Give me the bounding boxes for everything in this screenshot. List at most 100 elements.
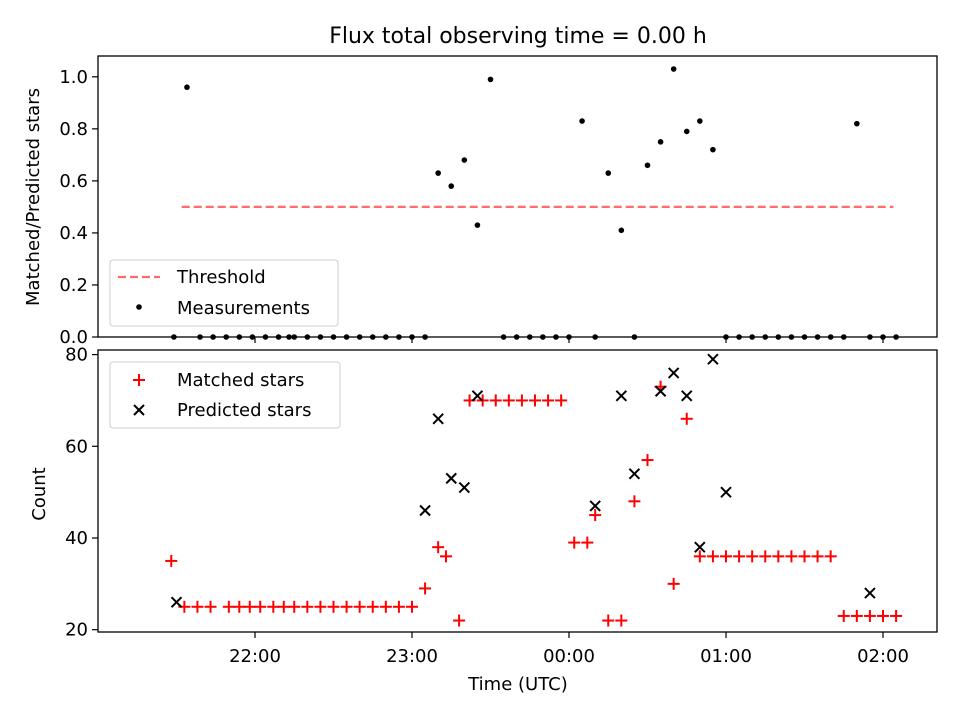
top-y-tick-label: 0.0 xyxy=(59,327,88,348)
measurement-point xyxy=(775,334,782,340)
matched-star-point xyxy=(785,550,798,563)
measurement-point xyxy=(304,334,311,340)
top-x-ticks xyxy=(254,337,884,343)
measurement-point xyxy=(526,334,533,340)
top-y-ticks: 0.0 0.2 0.4 0.6 0.8 1.0 xyxy=(59,67,98,348)
matched-star-point xyxy=(440,550,453,563)
measurement-point xyxy=(513,334,520,340)
top-y-tick-label: 0.8 xyxy=(59,119,88,140)
bottom-y-ticks: 20 40 60 80 xyxy=(65,345,98,641)
top-subplot: 0.0 0.2 0.4 0.6 0.8 1.0 Matched/Predicted sta… xyxy=(23,55,938,348)
measurement-point xyxy=(422,334,428,340)
measurement-point xyxy=(736,334,742,340)
matched-star-point xyxy=(733,550,746,563)
measurement-point xyxy=(801,334,808,340)
measurement-point xyxy=(291,334,298,340)
legend-predicted-swatch xyxy=(133,404,145,416)
predicted-star-point xyxy=(471,390,484,402)
predicted-star-point xyxy=(864,587,876,599)
measurement-point xyxy=(867,334,873,340)
chart-title: Flux total observing time = 0.00 h xyxy=(329,24,707,49)
matched-star-point xyxy=(641,454,654,467)
measurement-point xyxy=(249,334,256,340)
measurement-point xyxy=(605,170,612,176)
predicted-star-point xyxy=(654,385,667,397)
matched-star-point xyxy=(720,550,732,563)
measurement-point xyxy=(461,157,468,163)
predicted-star-point xyxy=(694,541,706,553)
matched-star-point xyxy=(863,609,876,622)
bottom-legend: Matched stars Predicted stars xyxy=(109,361,341,429)
matched-star-point xyxy=(555,394,568,407)
predicted-star-point xyxy=(667,367,680,379)
measurement-point xyxy=(223,334,230,340)
top-y-tick-label: 1.0 xyxy=(59,67,88,88)
measurement-point xyxy=(788,334,795,340)
measurement-point xyxy=(236,334,243,340)
matched-star-point xyxy=(453,614,466,627)
top-legend-box xyxy=(109,259,339,327)
measurement-point xyxy=(644,162,651,169)
bottom-x-ticks: 22:00 23:00 00:00 01:00 02:00 xyxy=(229,632,909,667)
measurement-point xyxy=(500,334,507,340)
matched-star-point xyxy=(528,394,541,407)
matched-star-point xyxy=(502,394,515,407)
matched-star-point xyxy=(628,495,641,508)
measurement-point xyxy=(474,222,481,228)
x-axis-label: Time (UTC) xyxy=(467,674,568,695)
matched-star-point xyxy=(824,550,837,563)
legend-threshold-label: Threshold xyxy=(176,267,266,288)
top-y-tick-label: 0.4 xyxy=(59,223,88,244)
matched-star-point xyxy=(353,600,366,613)
matched-star-point xyxy=(811,550,824,563)
matched-star-point xyxy=(581,536,594,549)
matched-star-point xyxy=(379,600,392,613)
measurement-point xyxy=(343,334,350,340)
x-tick-label: 23:00 xyxy=(386,646,438,667)
top-y-tick-label: 0.6 xyxy=(59,171,88,192)
measurement-point xyxy=(184,84,190,91)
matched-star-point xyxy=(222,600,235,613)
measurement-point xyxy=(210,334,216,340)
bottom-y-axis-label: Count xyxy=(29,467,50,520)
legend-measurements-label: Measurements xyxy=(177,298,310,319)
top-data-layer xyxy=(171,66,899,340)
measurement-point xyxy=(579,118,585,124)
matched-star-point xyxy=(890,609,903,622)
matched-star-point xyxy=(877,609,889,622)
measurement-point xyxy=(631,334,638,340)
bottom-subplot: 20 40 60 80 22:00 23:00 00:00 01:00 02:00 Count… xyxy=(29,345,938,695)
measurement-point xyxy=(262,334,269,340)
measurement-point xyxy=(197,334,203,340)
measurement-point xyxy=(683,128,690,135)
measurement-point xyxy=(317,334,324,340)
predicted-star-point xyxy=(615,390,628,402)
measurement-point xyxy=(814,334,821,340)
matched-star-point xyxy=(314,600,327,613)
measurement-point xyxy=(657,139,664,145)
legend-matched-swatch xyxy=(133,374,145,386)
x-tick-label: 01:00 xyxy=(700,646,752,667)
bottom-legend-box xyxy=(109,361,341,429)
bottom-data-layer xyxy=(165,353,903,627)
measurement-point xyxy=(893,334,899,340)
matched-star-point xyxy=(680,412,693,425)
matched-star-point xyxy=(301,600,314,613)
matched-star-point xyxy=(327,600,340,613)
matched-star-point xyxy=(589,509,602,522)
measurement-point xyxy=(171,334,177,340)
measurement-point xyxy=(697,118,703,124)
matched-star-point xyxy=(693,550,706,563)
measurement-point xyxy=(369,334,376,340)
measurement-point xyxy=(487,76,494,83)
matched-star-point xyxy=(706,550,719,563)
matched-star-point xyxy=(233,600,246,613)
measurement-point xyxy=(618,227,625,234)
matched-star-point xyxy=(746,550,759,563)
measurement-point xyxy=(592,334,598,340)
bottom-y-tick-label: 20 xyxy=(65,620,88,641)
matched-star-point xyxy=(419,582,432,595)
x-tick-label: 22:00 xyxy=(229,646,281,667)
matched-star-point xyxy=(432,541,445,554)
